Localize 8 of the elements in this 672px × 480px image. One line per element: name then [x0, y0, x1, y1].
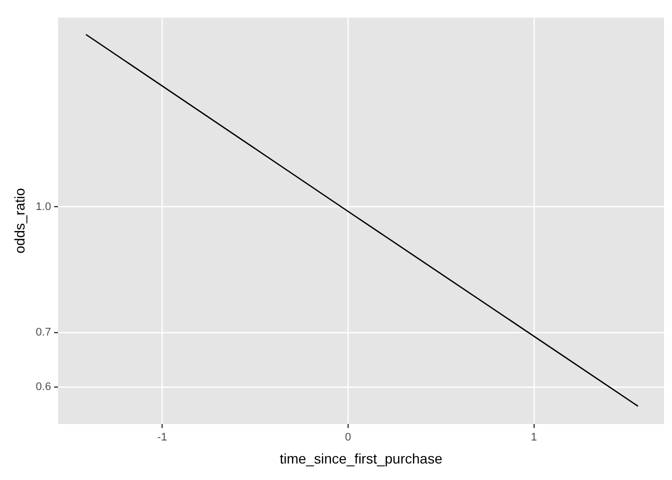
y-axis-title: odds_ratio	[11, 188, 28, 254]
x-tick-label: 1	[530, 432, 537, 444]
y-tick-label: 0.7	[36, 326, 52, 339]
x-tick-label: 0	[344, 432, 352, 444]
x-tick-label: -1	[157, 432, 168, 444]
y-tick-label: 1.0	[36, 200, 52, 213]
y-tick-label: 0.6	[36, 380, 52, 393]
x-axis-title: time_since_first_purchase	[280, 450, 443, 466]
